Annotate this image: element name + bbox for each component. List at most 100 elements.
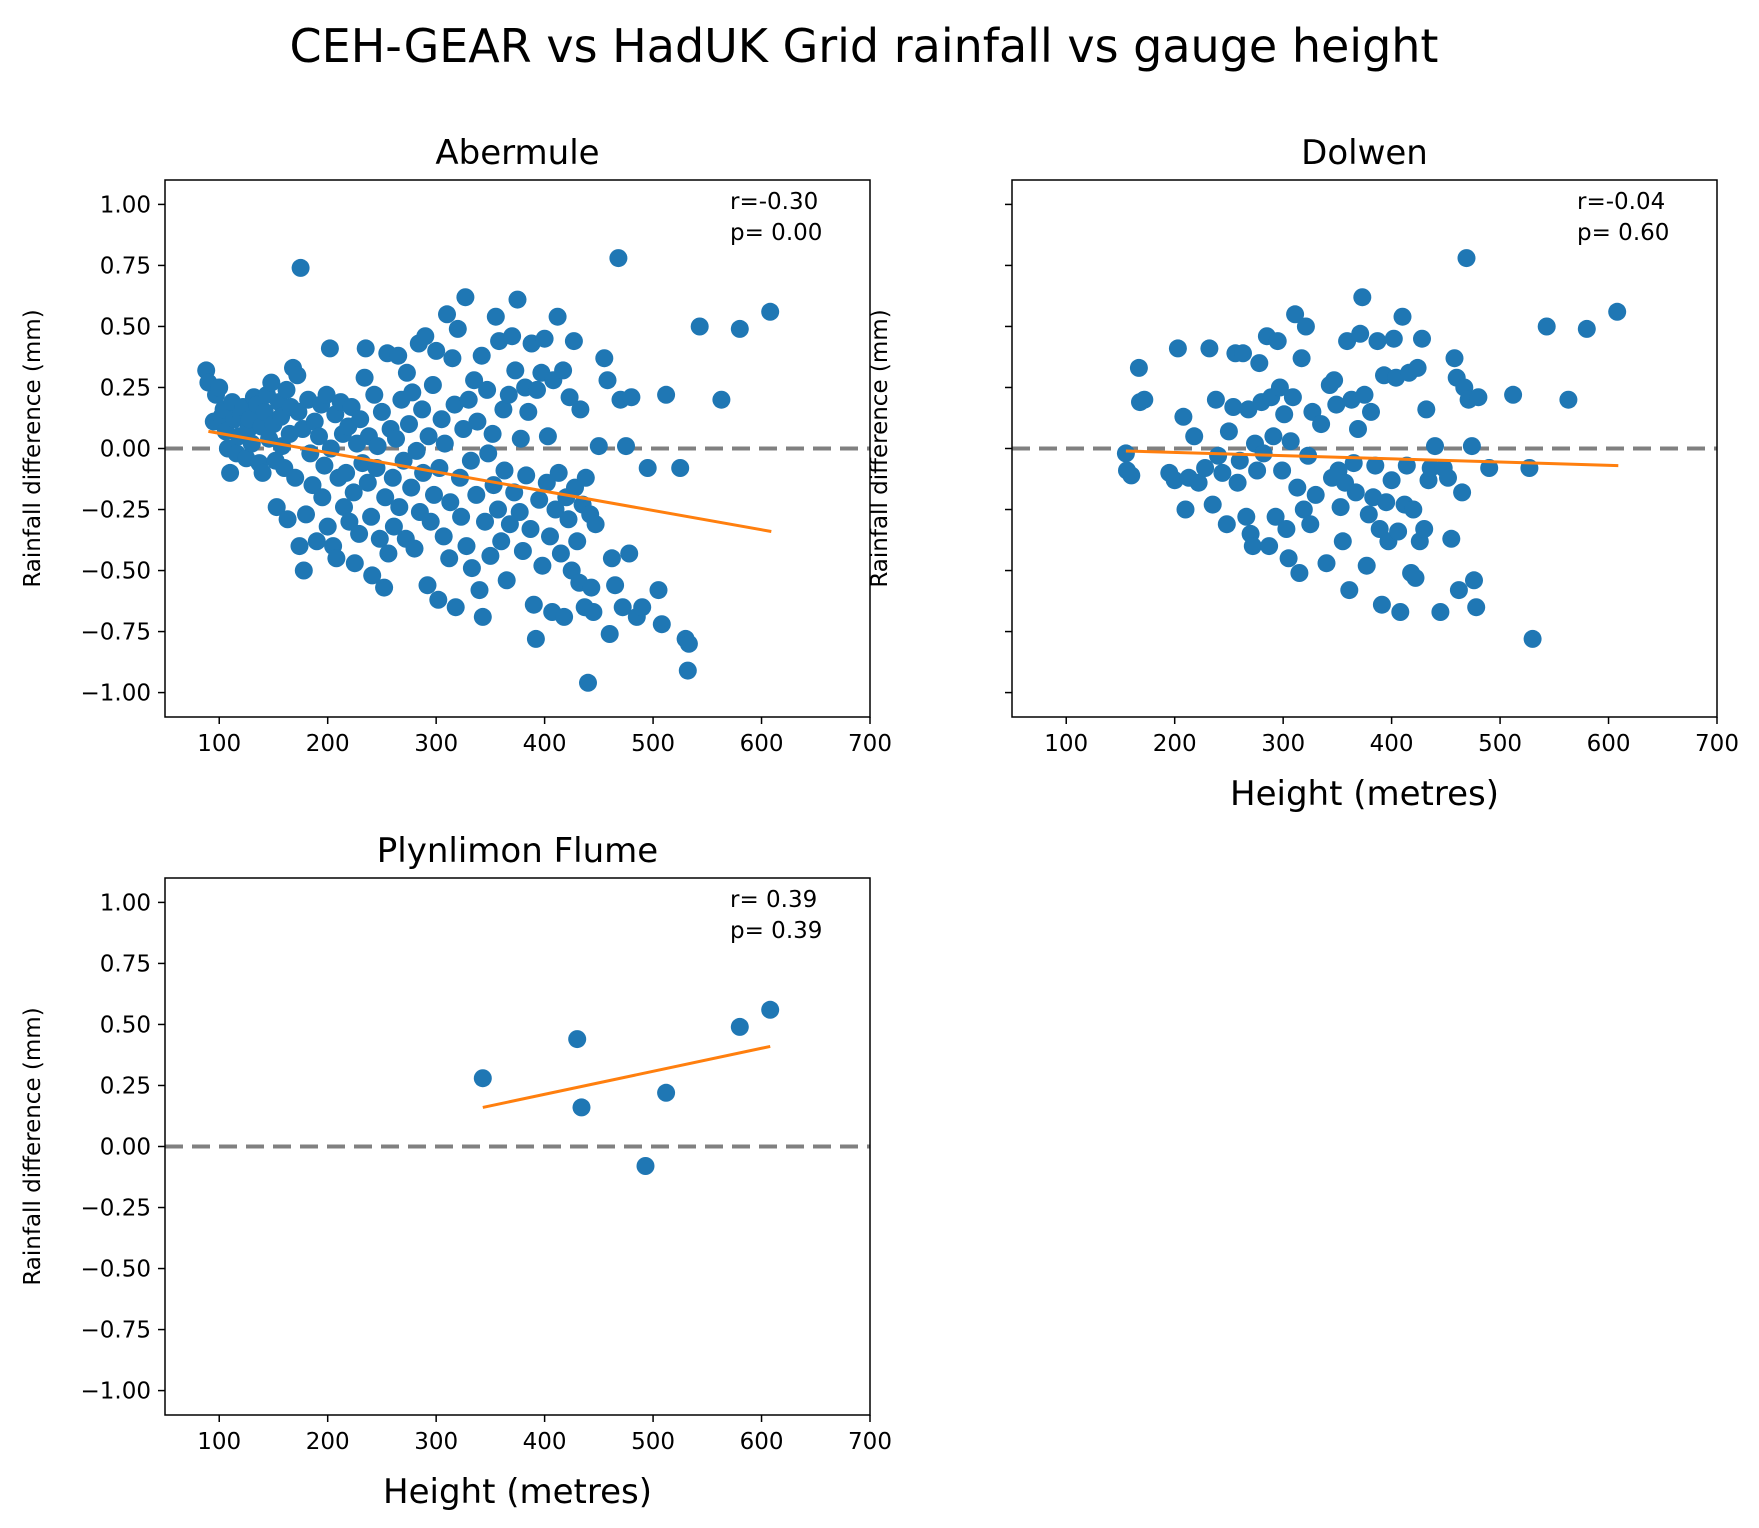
data-point (1268, 332, 1287, 351)
y-tick-label: 0.00 (100, 1135, 151, 1161)
data-point (1537, 317, 1556, 336)
data-point (438, 305, 456, 324)
data-point (472, 346, 491, 365)
data-point (1453, 483, 1472, 502)
y-tick-label: 0.75 (100, 951, 151, 977)
data-point (649, 581, 668, 600)
data-point (435, 434, 454, 453)
data-point (1469, 388, 1488, 407)
data-point (1377, 493, 1396, 512)
data-point (554, 361, 573, 380)
y-tick-label: 0.75 (100, 253, 151, 279)
x-axis-label: Height (metres) (1230, 774, 1499, 814)
data-point (1277, 520, 1296, 538)
data-point (1292, 349, 1311, 368)
y-axis-label: Rainfall difference (mm) (867, 309, 893, 587)
data-point (1413, 329, 1431, 348)
data-point (1349, 420, 1367, 438)
data-point (1351, 324, 1370, 343)
data-point (535, 329, 554, 348)
data-point (636, 1157, 655, 1175)
data-point (1196, 459, 1215, 477)
data-point (1213, 463, 1232, 482)
y-tick-label: 0.25 (100, 1073, 151, 1099)
data-point (1449, 581, 1468, 600)
data-point (1384, 329, 1403, 348)
x-tick-label: 100 (197, 1429, 241, 1455)
data-point (1462, 437, 1481, 456)
data-point (1189, 473, 1208, 492)
data-point (690, 317, 709, 336)
data-point (537, 473, 556, 492)
x-tick-label: 500 (631, 731, 675, 757)
data-point (1237, 507, 1256, 526)
data-point (602, 549, 621, 568)
data-point (1200, 339, 1219, 358)
data-point (1467, 598, 1486, 617)
data-point (1340, 581, 1359, 600)
data-point (1260, 537, 1279, 556)
data-point (294, 561, 313, 580)
data-point (1359, 505, 1378, 524)
y-tick-label: 0.00 (100, 437, 151, 463)
data-point (1239, 400, 1258, 419)
y-axis-label: Rainfall difference (mm) (20, 309, 46, 587)
data-point (678, 661, 697, 680)
y-axis-label: Rainfall difference (mm) (20, 1007, 46, 1285)
data-point (1301, 515, 1320, 534)
data-point (1408, 358, 1427, 377)
data-point (1165, 471, 1184, 490)
data-point (351, 410, 370, 429)
data-point (407, 441, 426, 460)
stat-p: p= 0.00 (730, 220, 822, 246)
data-point (1296, 317, 1315, 336)
data-point (356, 339, 375, 358)
stat-p: p= 0.60 (1577, 220, 1669, 246)
data-point (1327, 395, 1346, 414)
data-point (1129, 358, 1148, 377)
data-point (486, 307, 505, 326)
data-point (584, 603, 603, 621)
data-point (1185, 427, 1204, 446)
data-point (1230, 451, 1249, 470)
x-tick-label: 600 (740, 731, 784, 757)
data-point (671, 459, 690, 477)
panel-abermule: Abermule 100 200 300 400 500 600 700 1.00 0.75 0.5… (20, 133, 892, 757)
data-point (1353, 288, 1372, 307)
data-point (402, 478, 421, 497)
data-point (1439, 468, 1457, 487)
data-point (478, 380, 497, 399)
data-point (1442, 529, 1461, 548)
data-point (423, 376, 442, 394)
data-point (452, 507, 471, 526)
data-point (1270, 378, 1289, 397)
data-point (1122, 466, 1141, 485)
data-point (290, 537, 309, 556)
x-tick-label: 400 (523, 731, 567, 757)
data-point (387, 429, 405, 448)
data-point (538, 427, 557, 446)
data-point (530, 490, 549, 509)
data-point (445, 395, 464, 414)
data-point (483, 424, 502, 443)
data-point (456, 288, 475, 307)
x-tick-label: 400 (1370, 731, 1414, 757)
data-point (315, 456, 334, 475)
data-point (568, 1030, 587, 1049)
y-tick-label: 0.25 (100, 375, 151, 401)
data-point (421, 512, 440, 531)
data-point (519, 402, 538, 421)
data-point (267, 498, 286, 517)
data-point (389, 346, 408, 365)
data-point (633, 598, 652, 617)
data-point (379, 544, 398, 563)
data-point (1228, 473, 1247, 492)
data-point (291, 258, 310, 277)
data-point (1346, 483, 1365, 502)
data-point (513, 542, 532, 560)
data-point (468, 412, 487, 431)
data-point (419, 427, 438, 446)
data-point (582, 578, 601, 597)
data-point (1397, 456, 1416, 475)
data-point (1219, 422, 1238, 441)
